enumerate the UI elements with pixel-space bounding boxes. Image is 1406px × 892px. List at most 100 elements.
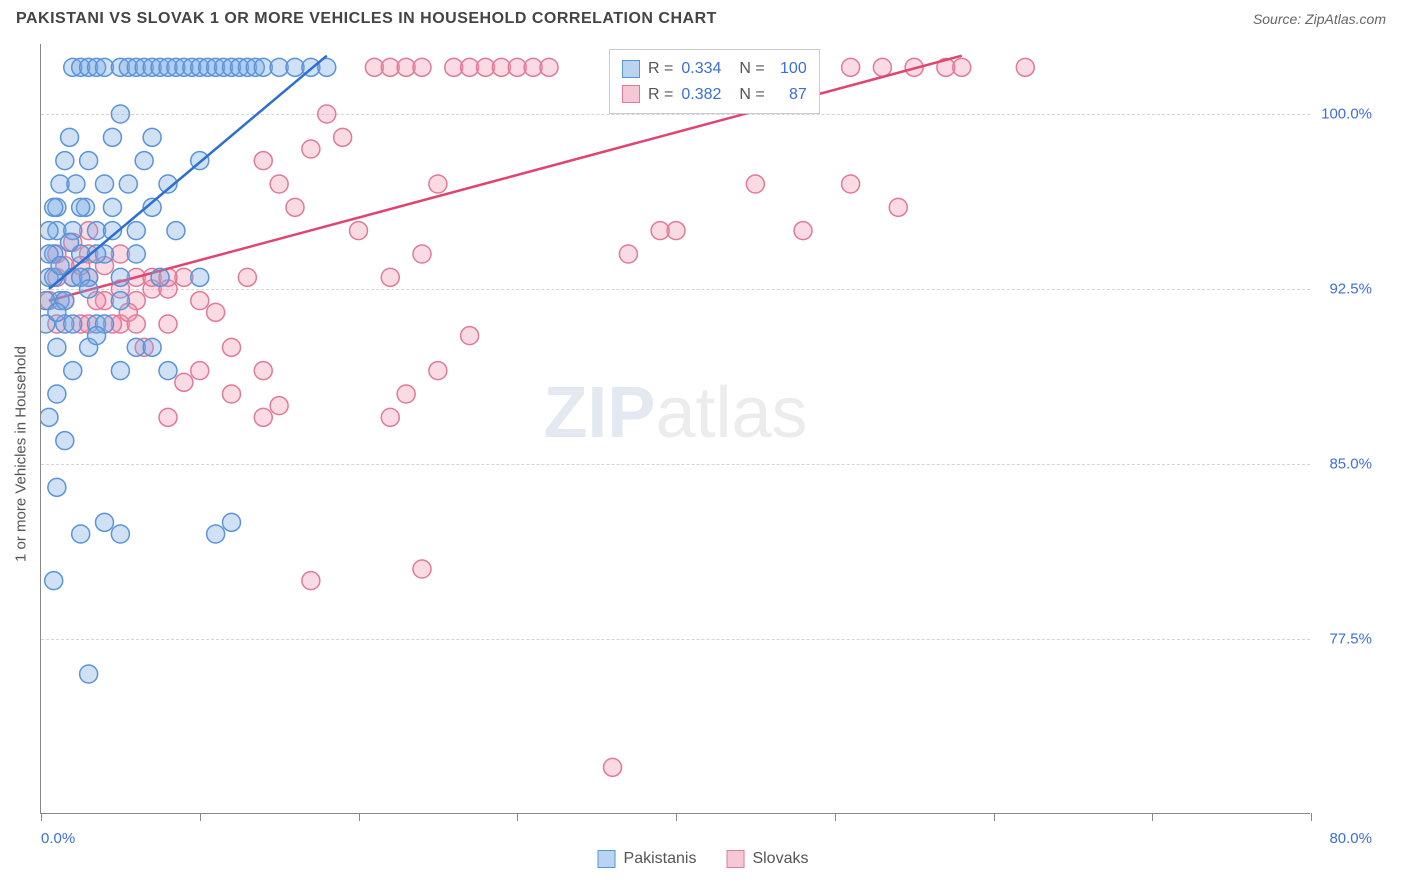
chart-title: PAKISTANI VS SLOVAK 1 OR MORE VEHICLES I… (16, 10, 717, 28)
data-point-pakistanis (207, 525, 225, 543)
n-label: N = (739, 82, 764, 108)
data-point-pakistanis (119, 175, 137, 193)
data-point-slovaks (953, 58, 971, 76)
chart-area: 1 or more Vehicles in Household ZIPatlas… (0, 34, 1406, 874)
data-point-pakistanis (61, 128, 79, 146)
x-label-end: 80.0% (1329, 830, 1372, 847)
stats-legend-box: R = 0.334 N = 100 R = 0.382 N = 87 (609, 49, 820, 114)
y-tick-label: 100.0% (1321, 106, 1372, 123)
data-point-slovaks (413, 560, 431, 578)
n-value-slovaks: 87 (773, 82, 807, 108)
r-value-slovaks: 0.382 (681, 82, 721, 108)
data-point-pakistanis (96, 513, 114, 531)
r-label: R = (648, 56, 673, 82)
legend-label-slovaks: Slovaks (752, 850, 808, 868)
data-point-pakistanis (111, 292, 129, 310)
data-point-slovaks (461, 327, 479, 345)
data-point-slovaks (159, 408, 177, 426)
r-label: R = (648, 82, 673, 108)
data-point-slovaks (286, 198, 304, 216)
data-point-pakistanis (103, 198, 121, 216)
legend-item-pakistanis: Pakistanis (598, 850, 697, 868)
data-point-pakistanis (103, 128, 121, 146)
data-point-pakistanis (88, 327, 106, 345)
data-point-pakistanis (127, 245, 145, 263)
data-point-slovaks (254, 152, 272, 170)
data-point-pakistanis (45, 572, 63, 590)
stats-swatch-pakistanis (622, 60, 640, 78)
legend-swatch-pakistanis (598, 850, 616, 868)
data-point-pakistanis (41, 222, 58, 240)
x-tick (994, 813, 995, 821)
data-point-pakistanis (80, 152, 98, 170)
data-point-pakistanis (64, 315, 82, 333)
data-point-slovaks (270, 397, 288, 415)
data-point-slovaks (207, 303, 225, 321)
data-point-pakistanis (41, 408, 58, 426)
data-point-pakistanis (48, 385, 66, 403)
x-tick (41, 813, 42, 821)
legend-item-slovaks: Slovaks (726, 850, 808, 868)
data-point-pakistanis (111, 525, 129, 543)
stats-row-slovaks: R = 0.382 N = 87 (622, 82, 807, 108)
bottom-legend: Pakistanis Slovaks (598, 850, 809, 868)
data-point-pakistanis (67, 175, 85, 193)
data-point-slovaks (381, 408, 399, 426)
y-tick-label: 77.5% (1329, 631, 1372, 648)
data-point-slovaks (794, 222, 812, 240)
data-point-slovaks (191, 292, 209, 310)
data-point-slovaks (302, 140, 320, 158)
y-tick-label: 85.0% (1329, 456, 1372, 473)
data-point-pakistanis (111, 268, 129, 286)
data-point-pakistanis (56, 432, 74, 450)
data-point-pakistanis (56, 152, 74, 170)
data-point-slovaks (746, 175, 764, 193)
data-point-slovaks (429, 175, 447, 193)
data-point-slovaks (254, 362, 272, 380)
data-point-slovaks (619, 245, 637, 263)
x-label-start: 0.0% (41, 830, 75, 847)
data-point-pakistanis (61, 233, 79, 251)
data-point-pakistanis (159, 362, 177, 380)
data-point-slovaks (397, 385, 415, 403)
data-point-pakistanis (127, 222, 145, 240)
stats-swatch-slovaks (622, 85, 640, 103)
x-tick (359, 813, 360, 821)
data-point-slovaks (842, 58, 860, 76)
data-point-pakistanis (48, 478, 66, 496)
data-point-pakistanis (48, 303, 66, 321)
x-tick (517, 813, 518, 821)
data-point-slovaks (1016, 58, 1034, 76)
scatter-svg (41, 44, 1311, 814)
data-point-pakistanis (143, 338, 161, 356)
data-point-slovaks (318, 105, 336, 123)
n-label: N = (739, 56, 764, 82)
data-point-pakistanis (111, 362, 129, 380)
data-point-slovaks (889, 198, 907, 216)
x-tick (835, 813, 836, 821)
data-point-pakistanis (111, 105, 129, 123)
stats-row-pakistanis: R = 0.334 N = 100 (622, 56, 807, 82)
data-point-pakistanis (96, 175, 114, 193)
x-tick (1152, 813, 1153, 821)
data-point-slovaks (175, 373, 193, 391)
data-point-slovaks (842, 175, 860, 193)
x-tick (1311, 813, 1312, 821)
data-point-pakistanis (45, 198, 63, 216)
data-point-pakistanis (80, 280, 98, 298)
data-point-slovaks (381, 268, 399, 286)
data-point-slovaks (334, 128, 352, 146)
source-attribution: Source: ZipAtlas.com (1253, 11, 1386, 27)
data-point-slovaks (540, 58, 558, 76)
data-point-slovaks (604, 758, 622, 776)
data-point-slovaks (238, 268, 256, 286)
data-point-slovaks (191, 362, 209, 380)
data-point-pakistanis (80, 665, 98, 683)
data-point-slovaks (302, 572, 320, 590)
data-point-slovaks (651, 222, 669, 240)
data-point-slovaks (350, 222, 368, 240)
data-point-slovaks (254, 408, 272, 426)
data-point-pakistanis (64, 362, 82, 380)
data-point-pakistanis (143, 128, 161, 146)
data-point-slovaks (270, 175, 288, 193)
